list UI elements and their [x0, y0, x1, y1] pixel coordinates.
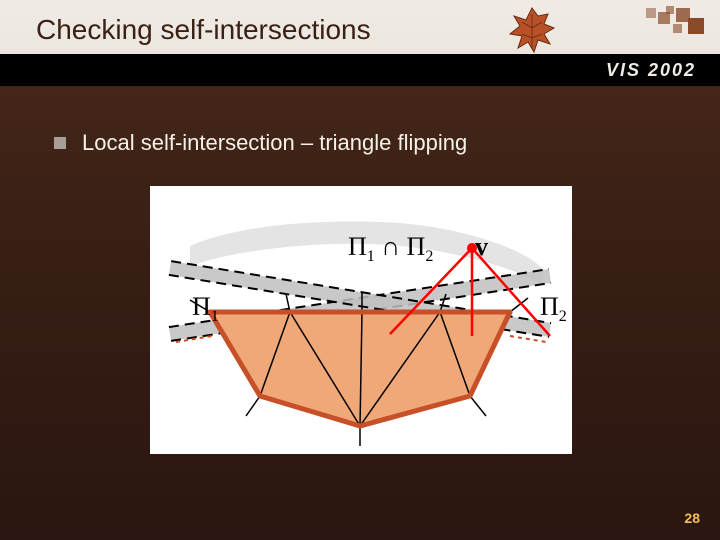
label-pi2: Π2: [540, 292, 567, 326]
logo-text: VIS 2002: [606, 60, 696, 81]
label-intersection: Π1 ∩ Π2: [348, 232, 433, 266]
bullet-row: Local self-intersection – triangle flipp…: [54, 130, 467, 156]
leaf-icon: [504, 4, 560, 60]
logo-squares-icon: [642, 6, 704, 36]
slide-number: 28: [684, 510, 700, 526]
bullet-text: Local self-intersection – triangle flipp…: [82, 130, 467, 156]
slide: Checking self-intersections VIS 2002 Loc…: [0, 0, 720, 540]
slide-title: Checking self-intersections: [36, 14, 371, 46]
label-pi1: Π1: [192, 292, 219, 326]
label-vertex: v: [475, 232, 488, 262]
bullet-icon: [54, 137, 66, 149]
conference-logo: VIS 2002: [564, 6, 704, 78]
